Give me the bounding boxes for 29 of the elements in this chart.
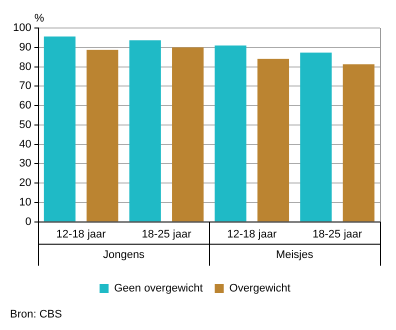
- bar: [257, 58, 290, 222]
- bar: [129, 40, 161, 222]
- y-tick-label: 0: [25, 216, 32, 228]
- y-tick-label: 30: [19, 158, 32, 170]
- bar: [214, 45, 246, 222]
- y-tick-label: 50: [19, 118, 32, 131]
- y-tick-label: 10: [19, 196, 32, 208]
- text: Bron: CBS: [10, 308, 62, 321]
- bar: [44, 36, 76, 222]
- bar: [300, 52, 332, 222]
- y-tick-label: 70: [19, 80, 32, 92]
- text: Jongens: [102, 248, 146, 261]
- text: Meisjes: [276, 248, 314, 261]
- y-tick-label: 60: [19, 100, 32, 112]
- y-tick-label: 100: [12, 22, 32, 34]
- legend-label: Geen overgewicht: [114, 282, 203, 295]
- x-tick-label: 18-25 jaar: [312, 228, 362, 240]
- y-tick-label: 80: [19, 60, 32, 73]
- x-tick-label: 18-25 jaar: [142, 228, 192, 240]
- y-tick-label: 40: [19, 138, 32, 150]
- bar: [342, 64, 374, 222]
- x-tick-label: 12-18 jaar: [227, 228, 277, 240]
- x-tick-label: 12-18 jaar: [56, 228, 106, 240]
- bar: [86, 50, 118, 222]
- legend-label: Overgewicht: [229, 282, 290, 295]
- y-tick-label: 90: [19, 41, 32, 54]
- y-axis-title: %: [34, 12, 44, 25]
- y-tick-label: 20: [19, 177, 32, 190]
- bar: [172, 47, 204, 222]
